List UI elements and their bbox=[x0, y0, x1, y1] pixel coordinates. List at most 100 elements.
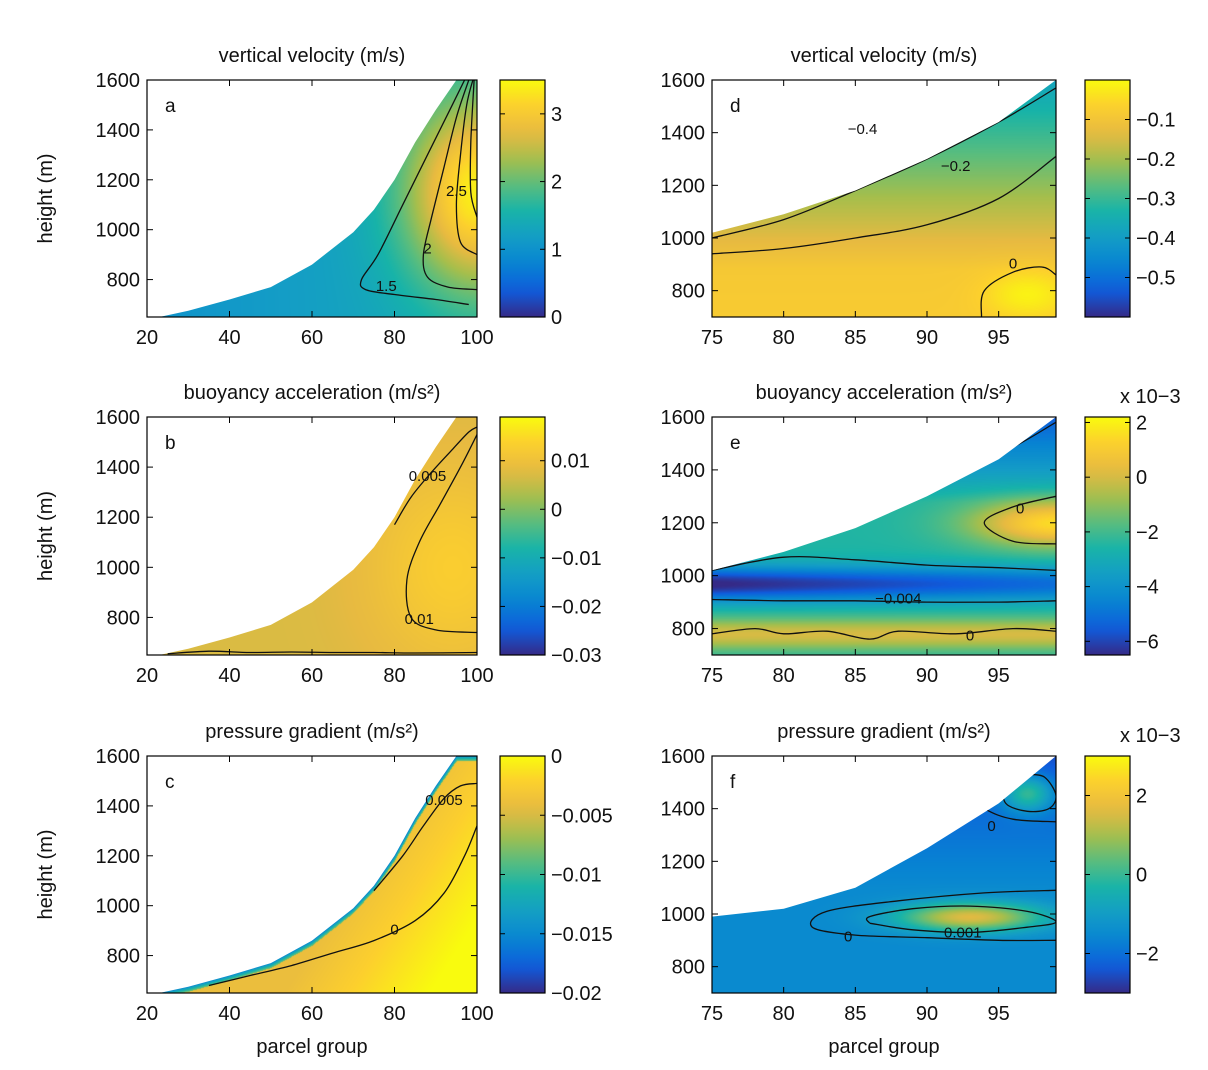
panel-letter: b bbox=[165, 433, 176, 454]
chart-title: vertical velocity (m/s) bbox=[219, 45, 406, 67]
y-tick-label: 1600 bbox=[661, 407, 706, 429]
contour-line bbox=[373, 782, 477, 892]
x-tick-label: 80 bbox=[383, 327, 405, 349]
axes-box bbox=[711, 416, 1057, 656]
chart-title: pressure gradient (m/s²) bbox=[205, 721, 418, 743]
y-tick-label: 1200 bbox=[661, 513, 706, 535]
x-tick-label: 95 bbox=[988, 327, 1010, 349]
contour-label: 0 bbox=[1016, 501, 1024, 518]
y-axis-label: height (m) bbox=[35, 153, 57, 243]
x-tick-label: 90 bbox=[916, 1003, 938, 1025]
x-tick-label: 75 bbox=[701, 665, 723, 687]
x-tick-label: 80 bbox=[383, 1003, 405, 1025]
colorbar-tick-label: 0 bbox=[551, 307, 562, 329]
y-tick-label: 800 bbox=[107, 270, 140, 292]
y-axis-label: height (m) bbox=[35, 491, 57, 581]
colorbar-tick-label: 2 bbox=[1136, 786, 1147, 808]
colorbar-tick-label: −0.005 bbox=[551, 805, 613, 827]
contour-label: 0.005 bbox=[409, 468, 447, 485]
colorbar-tick-label: 0 bbox=[1136, 865, 1147, 887]
colorbar-tick-label: −0.02 bbox=[551, 596, 602, 618]
colorbar-tick-label: −0.01 bbox=[551, 548, 602, 570]
panel-letter: c bbox=[165, 772, 175, 793]
colorbar-exponent: x 10−3 bbox=[1120, 725, 1181, 747]
x-tick-label: 40 bbox=[218, 665, 240, 687]
colorbar-tick-label: 0 bbox=[1136, 467, 1147, 489]
x-tick-label: 90 bbox=[916, 665, 938, 687]
y-tick-label: 1000 bbox=[96, 557, 141, 579]
y-tick-label: 800 bbox=[107, 946, 140, 968]
contour-line bbox=[422, 80, 477, 291]
contour-line bbox=[208, 825, 477, 987]
y-tick-label: 800 bbox=[107, 607, 140, 629]
colorbar-tick-label: −2 bbox=[1136, 522, 1159, 544]
colorbar-tick-label: 2 bbox=[551, 172, 562, 194]
y-axis-label: height (m) bbox=[35, 829, 57, 919]
contour-line bbox=[712, 598, 1056, 603]
y-tick-label: 1400 bbox=[661, 123, 706, 145]
x-tick-label: 40 bbox=[218, 327, 240, 349]
x-tick-label: 90 bbox=[916, 327, 938, 349]
y-tick-label: 800 bbox=[672, 281, 705, 303]
y-tick-label: 1200 bbox=[96, 170, 141, 192]
y-tick-label: 1600 bbox=[96, 407, 141, 429]
colorbar-tick-label: −0.01 bbox=[551, 865, 602, 887]
colorbar-tick-label: 1 bbox=[551, 239, 562, 261]
colorbar-gradient bbox=[1084, 416, 1131, 656]
y-tick-label: 1400 bbox=[661, 460, 706, 482]
colorbar-tick-label: −0.03 bbox=[551, 645, 602, 667]
y-tick-label: 1200 bbox=[96, 507, 141, 529]
y-tick-label: 1000 bbox=[96, 896, 141, 918]
contour-label: 0.01 bbox=[405, 611, 434, 628]
colorbar-gradient bbox=[1084, 755, 1131, 994]
contour-line bbox=[455, 80, 477, 256]
field-raster bbox=[712, 756, 1056, 993]
x-tick-label: 40 bbox=[218, 1003, 240, 1025]
panel-d: −0.4 −0.2 0 75 80 85 90 95 800 1000 1200 1400 1600 d v… bbox=[661, 45, 1176, 349]
x-tick-label: 80 bbox=[383, 665, 405, 687]
x-tick-label: 80 bbox=[773, 327, 795, 349]
colorbar-gradient bbox=[499, 755, 546, 994]
panel-e: −0.004 0 0 75 80 85 90 95 800 1000 1200 1400 1600 e bu… bbox=[661, 382, 1181, 687]
contour-line bbox=[712, 155, 1056, 255]
x-tick-label: 60 bbox=[301, 665, 323, 687]
colorbar-tick-label: 3 bbox=[551, 104, 562, 126]
colorbar: −0.1 −0.2 −0.3 −0.4 −0.5 bbox=[1084, 79, 1175, 318]
y-tick-label: 1400 bbox=[96, 796, 141, 818]
y-tick-label: 1000 bbox=[661, 566, 706, 588]
y-tick-label: 1000 bbox=[96, 220, 141, 242]
y-tick-label: 1200 bbox=[661, 851, 706, 873]
y-tick-label: 800 bbox=[672, 619, 705, 641]
contour-label: 0 bbox=[966, 627, 974, 644]
contour-label: 0 bbox=[844, 929, 852, 946]
x-tick-label: 100 bbox=[460, 665, 493, 687]
contour-label: 0.005 bbox=[425, 792, 463, 809]
y-tick-label: 1600 bbox=[661, 70, 706, 92]
field-raster bbox=[159, 80, 477, 317]
field-raster bbox=[712, 417, 1056, 655]
x-tick-label: 60 bbox=[301, 327, 323, 349]
y-tick-label: 1400 bbox=[661, 799, 706, 821]
colorbar-gradient bbox=[1084, 79, 1131, 318]
colorbar-tick-label: −0.1 bbox=[1136, 110, 1175, 132]
colorbar-tick-label: −2 bbox=[1136, 944, 1159, 966]
contour-label: 0 bbox=[1009, 255, 1017, 272]
colorbar-gradient bbox=[499, 416, 546, 656]
colorbar-exponent: x 10−3 bbox=[1120, 386, 1181, 408]
x-axis-label: parcel group bbox=[256, 1036, 367, 1058]
y-tick-label: 1400 bbox=[96, 120, 141, 142]
contour-label: 1.5 bbox=[376, 278, 397, 295]
x-tick-label: 95 bbox=[988, 665, 1010, 687]
x-tick-label: 75 bbox=[701, 327, 723, 349]
x-tick-label: 20 bbox=[136, 327, 158, 349]
x-tick-label: 60 bbox=[301, 1003, 323, 1025]
colorbar-tick-label: 2 bbox=[1136, 412, 1147, 434]
contour-line bbox=[712, 627, 1056, 640]
colorbar-tick-label: 0 bbox=[551, 746, 562, 768]
contour-line bbox=[359, 80, 469, 306]
contour-label: −0.2 bbox=[941, 158, 971, 175]
colorbar: 2 0 −2 −4 −6 x 10−3 bbox=[1084, 386, 1181, 656]
panel-f: 0.001 0 0 75 80 85 90 95 800 1000 1200 1400 1600 f pre… bbox=[661, 721, 1181, 1058]
contour-line bbox=[865, 905, 1056, 934]
